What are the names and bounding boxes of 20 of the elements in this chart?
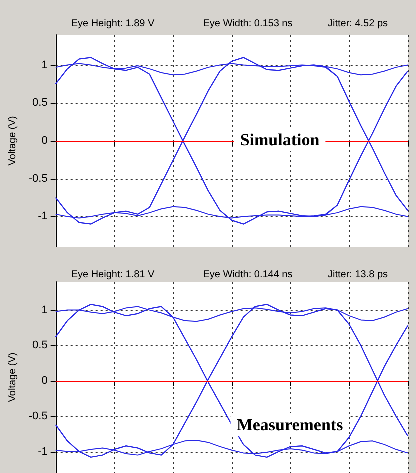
text: Eye Width: 0.153 ns <box>203 18 293 30</box>
y-tick-label: -1 <box>38 210 48 223</box>
text: Eye Height: 1.81 V <box>71 270 156 280</box>
y-tick-label: -0.5 <box>28 172 48 185</box>
text: Jitter: 13.8 ps <box>328 270 388 280</box>
y-tick-label: 0 <box>42 135 48 147</box>
y-axis-title: Voltage (V) <box>8 116 18 166</box>
y-tick-label: -0.5 <box>28 410 48 422</box>
y-tick-label: 0.5 <box>32 340 48 352</box>
y-tick-label: 1 <box>42 304 48 316</box>
y-tick-label: 1 <box>42 59 48 72</box>
y-axis-title: Voltage (V) <box>8 352 18 402</box>
y-tick-label: 0 <box>42 375 48 388</box>
text: Eye Width: 0.144 ns <box>203 270 293 280</box>
y-tick-label: 0.5 <box>32 97 48 110</box>
annotation: Simulation <box>240 130 320 150</box>
annotation: Measurements <box>236 416 344 434</box>
y-tick-label: -1 <box>38 446 48 458</box>
text: Eye Height: 1.89 V <box>71 18 156 30</box>
text: Jitter: 4.52 ps <box>328 18 388 30</box>
